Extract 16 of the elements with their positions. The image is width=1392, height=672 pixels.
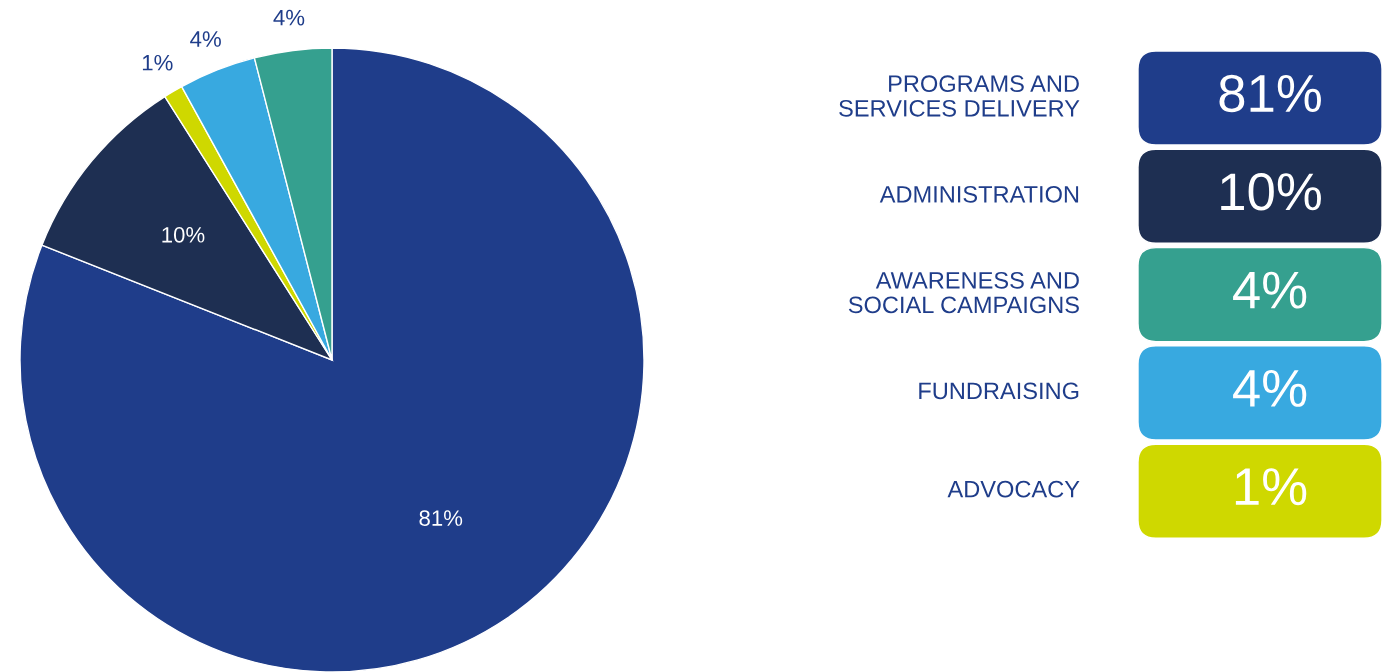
text: 81% <box>1219 74 1321 113</box>
pie-slice <box>19 47 645 672</box>
category-label: PROGRAMS AND SERVICES DELIVERY <box>839 75 1080 117</box>
text: 4% <box>1233 271 1307 309</box>
text: 10% <box>1221 173 1321 211</box>
text: 1% <box>1235 468 1307 506</box>
category-label: ADVOCACY <box>947 480 1080 498</box>
category-label: AWARENESS AND SOCIAL CAMPAIGNS <box>848 271 1079 314</box>
category-label: FUNDRAISING <box>919 382 1079 400</box>
category-label: ADMINISTRATION <box>879 185 1079 203</box>
data-label: 10% <box>162 226 205 243</box>
data-label: 4% <box>190 31 221 47</box>
data-label: 1% <box>142 54 173 71</box>
text: 4% <box>1233 369 1307 407</box>
data-label: 4% <box>273 9 305 26</box>
data-label: 81% <box>419 510 463 526</box>
